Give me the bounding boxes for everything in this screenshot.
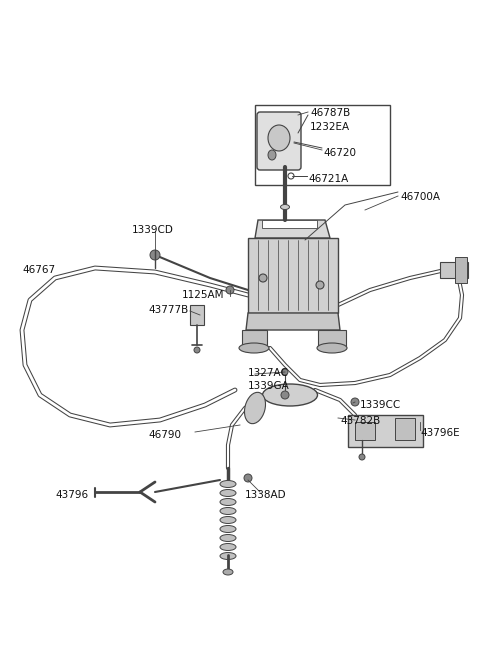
FancyBboxPatch shape xyxy=(257,112,301,170)
Text: 1339CC: 1339CC xyxy=(360,400,401,410)
Text: 1339CD: 1339CD xyxy=(132,225,174,235)
Text: 1338AD: 1338AD xyxy=(245,490,287,500)
Text: 43782B: 43782B xyxy=(340,416,380,426)
Bar xyxy=(262,220,317,228)
Circle shape xyxy=(351,398,359,406)
Text: 46720: 46720 xyxy=(323,148,356,158)
Ellipse shape xyxy=(220,544,236,550)
Text: 43796: 43796 xyxy=(55,490,88,500)
Text: 1327AC: 1327AC xyxy=(248,368,289,378)
Ellipse shape xyxy=(220,489,236,497)
Ellipse shape xyxy=(220,535,236,541)
Circle shape xyxy=(150,250,160,260)
Ellipse shape xyxy=(263,384,317,406)
Circle shape xyxy=(194,347,200,353)
Ellipse shape xyxy=(220,525,236,533)
Bar xyxy=(348,415,423,447)
Ellipse shape xyxy=(220,499,236,506)
Bar xyxy=(190,305,204,325)
Circle shape xyxy=(226,286,234,294)
Circle shape xyxy=(316,281,324,289)
Bar xyxy=(318,330,346,348)
Polygon shape xyxy=(246,313,340,330)
Bar xyxy=(255,105,390,185)
Ellipse shape xyxy=(220,480,236,487)
Text: 46700A: 46700A xyxy=(400,192,440,202)
Text: 46721A: 46721A xyxy=(308,174,348,184)
Polygon shape xyxy=(255,220,330,238)
Ellipse shape xyxy=(280,205,289,209)
Bar xyxy=(355,422,375,440)
Bar xyxy=(248,238,338,313)
Ellipse shape xyxy=(268,150,276,160)
Ellipse shape xyxy=(223,569,233,575)
Circle shape xyxy=(259,274,267,282)
Ellipse shape xyxy=(244,392,265,424)
Text: 46787B: 46787B xyxy=(310,108,350,118)
Text: 1125AM: 1125AM xyxy=(182,290,225,300)
Circle shape xyxy=(281,391,289,399)
Text: 46790: 46790 xyxy=(148,430,181,440)
Ellipse shape xyxy=(268,125,290,151)
Ellipse shape xyxy=(317,343,347,353)
Ellipse shape xyxy=(239,343,269,353)
Text: 43796E: 43796E xyxy=(420,428,460,438)
Bar xyxy=(242,330,267,348)
Circle shape xyxy=(288,173,294,179)
Bar xyxy=(395,418,415,440)
Circle shape xyxy=(244,474,252,482)
Bar xyxy=(440,262,468,278)
Text: 1232EA: 1232EA xyxy=(310,122,350,132)
Bar xyxy=(455,257,467,283)
Text: 46767: 46767 xyxy=(22,265,55,275)
Circle shape xyxy=(359,454,365,460)
Text: 43777B: 43777B xyxy=(148,305,188,315)
Text: 1339GA: 1339GA xyxy=(248,381,290,391)
Circle shape xyxy=(282,369,288,375)
Ellipse shape xyxy=(220,508,236,514)
Ellipse shape xyxy=(220,516,236,523)
Ellipse shape xyxy=(220,552,236,560)
